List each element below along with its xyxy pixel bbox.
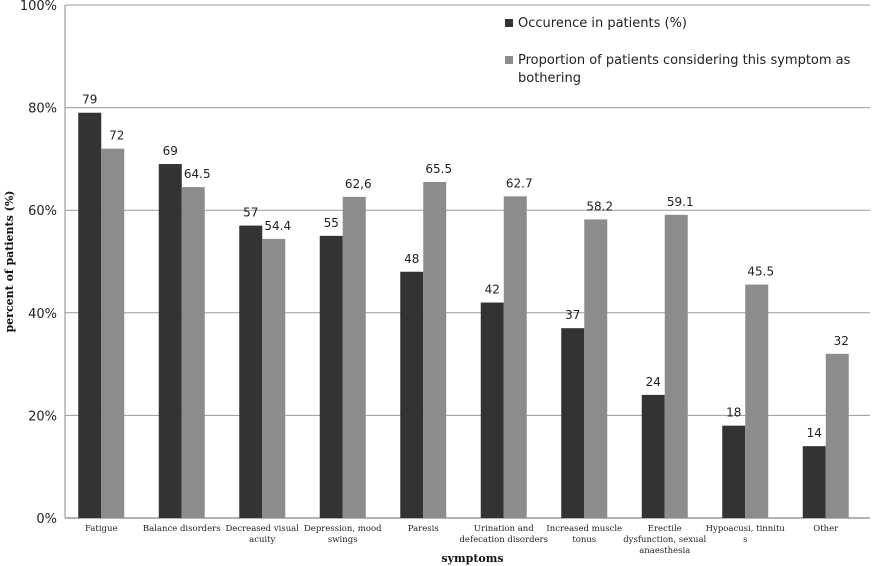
y-tick-label: 100% <box>20 0 57 14</box>
data-label: 32 <box>834 334 849 348</box>
legend-entry-line: Proportion of patients considering this … <box>518 53 851 68</box>
x-category-line: Balance disorders <box>143 524 221 534</box>
x-category-line: anaesthesia <box>639 546 690 556</box>
x-category-label: Other <box>813 524 839 534</box>
bar-bothering <box>664 214 688 518</box>
data-label: 54.4 <box>264 219 291 233</box>
bar-occurrence <box>561 328 585 518</box>
data-label: 14 <box>807 426 822 440</box>
x-category-line: acuity <box>249 535 275 545</box>
y-tick-label: 40% <box>28 307 57 322</box>
bar-bothering <box>745 284 769 518</box>
bar-bothering <box>342 196 366 518</box>
data-label: 59.1 <box>667 195 694 209</box>
x-category-label: Balance disorders <box>143 524 221 534</box>
data-labels: 79 69 57 55 48 42 37 24 18 14 72 64.5 54.4 62,6 65.5 62… <box>82 93 849 440</box>
x-category-label: Decreased visual acuity <box>226 524 300 545</box>
y-tick-label: 60% <box>28 204 57 219</box>
y-tick-label: 0% <box>36 512 57 527</box>
legend-swatch <box>505 19 513 27</box>
data-label: 62.7 <box>506 176 533 190</box>
x-category-line: Urination and <box>474 524 534 534</box>
x-category-line: Other <box>813 524 839 534</box>
data-label: 62,6 <box>345 177 372 191</box>
x-category-line: swings <box>328 535 358 545</box>
bar-occurrence <box>239 225 263 518</box>
bar-occurrence <box>78 112 102 518</box>
bar-bothering <box>584 219 608 518</box>
bar-bothering <box>423 181 447 519</box>
x-category-line: Decreased visual <box>226 524 300 534</box>
legend-entry-line: bothering <box>518 71 581 86</box>
bar-occurrence <box>400 271 424 518</box>
bars <box>78 112 849 519</box>
data-label: 64.5 <box>184 167 211 181</box>
bar-bothering <box>262 238 286 519</box>
bar-occurrence <box>802 446 826 518</box>
x-axis-categories: Fatigue Balance disorders Decreased visual… <box>85 524 839 556</box>
data-label: 58.2 <box>586 199 613 213</box>
legend: Occurence in patients (%) Proportion of p… <box>505 16 851 86</box>
bar-bothering <box>101 148 125 518</box>
data-label: 18 <box>726 406 741 420</box>
bar-occurrence <box>158 164 182 518</box>
x-axis-title: symptoms <box>441 552 503 565</box>
data-label: 48 <box>404 252 419 266</box>
y-tick-label: 80% <box>28 102 57 117</box>
bar-occurrence <box>641 394 665 518</box>
x-category-line: dysfunction, sexual <box>623 535 706 545</box>
data-label: 37 <box>565 308 580 322</box>
data-label: 69 <box>163 144 178 158</box>
data-label: 57 <box>243 206 258 220</box>
y-axis-ticks: 0% 20% 40% 60% 80% 100% <box>20 0 57 527</box>
legend-swatch <box>505 56 513 64</box>
data-label: 55 <box>324 216 339 230</box>
x-category-line: Paresis <box>408 524 439 534</box>
x-category-label: Increased muscle tonus <box>546 524 622 545</box>
x-category-line: defecation disorders <box>459 535 548 545</box>
x-category-line: Erectile <box>648 524 682 534</box>
x-category-line: Hypoacusi, tinnitu <box>706 524 786 534</box>
bar-bothering <box>825 353 849 518</box>
bar-bothering <box>503 196 527 518</box>
y-axis-title: percent of patients (%) <box>3 190 16 332</box>
data-label: 72 <box>109 129 124 143</box>
x-category-label: Depression, mood swings <box>304 524 382 545</box>
legend-entry: Proportion of patients considering this … <box>518 53 851 86</box>
data-label: 42 <box>485 283 500 297</box>
x-category-line: s <box>743 535 747 545</box>
x-category-label: Fatigue <box>85 524 117 534</box>
x-category-line: Increased muscle <box>546 524 622 534</box>
bar-occurrence <box>722 425 746 518</box>
data-label: 24 <box>646 375 661 389</box>
data-label: 45.5 <box>747 265 774 279</box>
bar-bothering <box>181 187 205 519</box>
x-category-line: Depression, mood <box>304 524 382 534</box>
x-category-line: Fatigue <box>85 524 117 534</box>
bar-occurrence <box>319 235 343 518</box>
y-tick-label: 20% <box>28 409 57 424</box>
x-category-label: Hypoacusi, tinnitu s <box>706 524 786 545</box>
x-category-label: Urination and defecation disorders <box>459 524 548 545</box>
x-category-label: Paresis <box>408 524 439 534</box>
x-category-label: Erectile dysfunction, sexual anaesthesia <box>623 524 706 556</box>
x-category-line: tonus <box>572 535 596 545</box>
bar-occurrence <box>480 302 504 518</box>
data-label: 65.5 <box>425 162 452 176</box>
data-label: 79 <box>82 93 97 107</box>
legend-entry: Occurence in patients (%) <box>518 16 687 31</box>
